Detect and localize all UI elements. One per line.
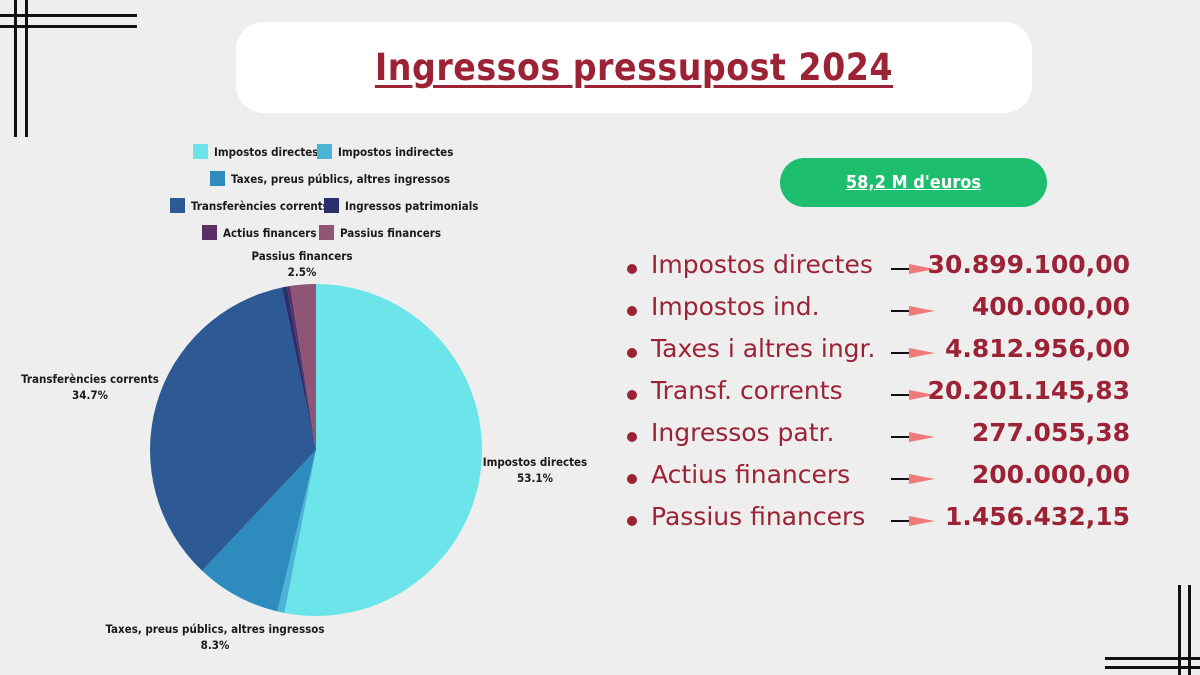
item-value: 30.899.100,00 (927, 250, 1130, 279)
list-item: Actius financers 200.000,00 (624, 458, 1164, 500)
legend-label: Taxes, preus públics, altres ingressos (231, 171, 451, 186)
slice-label-name: Taxes, preus públics, altres ingressos (105, 622, 325, 636)
list-item: Impostos ind. 400.000,00 (624, 290, 1164, 332)
corner-line-top-left-vertical-1 (14, 0, 17, 137)
legend-item-transferencies: Transferències corrents (170, 198, 329, 213)
legend-item-ingressos-patrimonials: Ingressos patrimonials (324, 198, 478, 213)
item-label: Taxes i altres ingr. (651, 334, 876, 363)
legend-swatch (193, 144, 208, 159)
pie-slice-actius-financers (286, 286, 316, 450)
pie-slice-passius-financers (290, 284, 316, 450)
pie-slice-impostos-directes (284, 284, 482, 616)
item-value: 277.055,38 (971, 418, 1130, 447)
bullet (627, 348, 637, 358)
arrow-icon (891, 516, 935, 526)
item-value: 200.000,00 (971, 460, 1130, 489)
item-label: Actius financers (651, 460, 851, 489)
corner-line-bottom-right-vertical-1 (1178, 585, 1181, 675)
corner-line-top-left-vertical-2 (25, 0, 28, 137)
legend-swatch (170, 198, 185, 213)
arrow-icon (891, 348, 935, 358)
slice-label-percent: 8.3% (200, 638, 230, 652)
list-item: Impostos directes 30.899.100,00 (624, 248, 1164, 290)
legend-item-passius-financers: Passius financers (319, 225, 441, 240)
bullet (627, 264, 637, 274)
legend-swatch (324, 198, 339, 213)
corner-line-bottom-right-horizontal-1 (1105, 657, 1200, 660)
legend-label: Actius financers (223, 225, 317, 240)
corner-line-top-left-horizontal-2 (0, 25, 137, 28)
item-value: 4.812.956,00 (944, 334, 1130, 363)
item-label: Ingressos patr. (651, 418, 835, 447)
slice-label-passius-financers: Passius financers 2.5% (242, 248, 362, 280)
legend-label: Impostos indirectes (338, 144, 454, 159)
bullet (627, 390, 637, 400)
item-label: Passius financers (651, 502, 866, 531)
item-value: 20.201.145,83 (927, 376, 1130, 405)
list-item: Taxes i altres ingr. 4.812.956,00 (624, 332, 1164, 374)
legend-swatch (319, 225, 334, 240)
slice-label-percent: 53.1% (517, 471, 553, 485)
legend-label: Ingressos patrimonials (345, 198, 479, 213)
title-box: Ingressos pressupost 2024 (236, 22, 1032, 113)
legend-item-impostos-directes: Impostos directes (193, 144, 318, 159)
slice-label-impostos-directes: Impostos directes 53.1% (480, 454, 590, 486)
page-title: Ingressos pressupost 2024 (374, 46, 894, 89)
item-label: Impostos directes (651, 250, 873, 279)
legend-swatch (317, 144, 332, 159)
legend-label: Impostos directes (214, 144, 319, 159)
legend-item-actius-financers: Actius financers (202, 225, 317, 240)
legend-swatch (202, 225, 217, 240)
pie-slice-taxes-preus-p-blics-altres-ingressos (202, 450, 316, 612)
slice-label-name: Passius financers (251, 249, 353, 263)
legend-swatch (210, 171, 225, 186)
bullet (627, 306, 637, 316)
income-list: Impostos directes 30.899.100,00 Impostos… (624, 248, 1164, 542)
legend-label: Passius financers (340, 225, 442, 240)
slice-label-transferencies: Transferències corrents 34.7% (20, 371, 160, 403)
legend-label: Transferències corrents (191, 198, 329, 213)
bullet (627, 516, 637, 526)
item-value: 400.000,00 (971, 292, 1130, 321)
slice-label-percent: 2.5% (287, 265, 317, 279)
item-label: Impostos ind. (651, 292, 820, 321)
arrow-icon (891, 306, 935, 316)
arrow-icon (891, 474, 935, 484)
arrow-icon (891, 264, 935, 274)
corner-line-bottom-right-horizontal-2 (1105, 666, 1200, 669)
list-item: Transf. corrents 20.201.145,83 (624, 374, 1164, 416)
legend-item-impostos-indirectes: Impostos indirectes (317, 144, 453, 159)
legend-item-taxes: Taxes, preus públics, altres ingressos (210, 171, 450, 186)
slice-label-taxes: Taxes, preus públics, altres ingressos 8… (105, 621, 325, 653)
pie-slice-impostos-indirectes (277, 450, 316, 613)
total-amount: 58,2 M d'euros (845, 172, 982, 193)
arrow-icon (891, 390, 935, 400)
item-value: 1.456.432,15 (944, 502, 1130, 531)
list-item: Passius financers 1.456.432,15 (624, 500, 1164, 542)
pie-slice-transfer-ncies-corrents (150, 287, 316, 571)
bullet (627, 432, 637, 442)
slice-label-name: Impostos directes (482, 455, 588, 469)
list-item: Ingressos patr. 277.055,38 (624, 416, 1164, 458)
slice-label-name: Transferències corrents (21, 372, 159, 386)
item-label: Transf. corrents (651, 376, 843, 405)
corner-line-bottom-right-vertical-2 (1188, 585, 1191, 675)
bullet (627, 474, 637, 484)
total-badge: 58,2 M d'euros (780, 158, 1047, 207)
corner-line-top-left-horizontal-1 (0, 14, 137, 17)
slice-label-percent: 34.7% (72, 388, 108, 402)
pie-slice-ingressos-patrimonials (281, 286, 316, 450)
arrow-icon (891, 432, 935, 442)
